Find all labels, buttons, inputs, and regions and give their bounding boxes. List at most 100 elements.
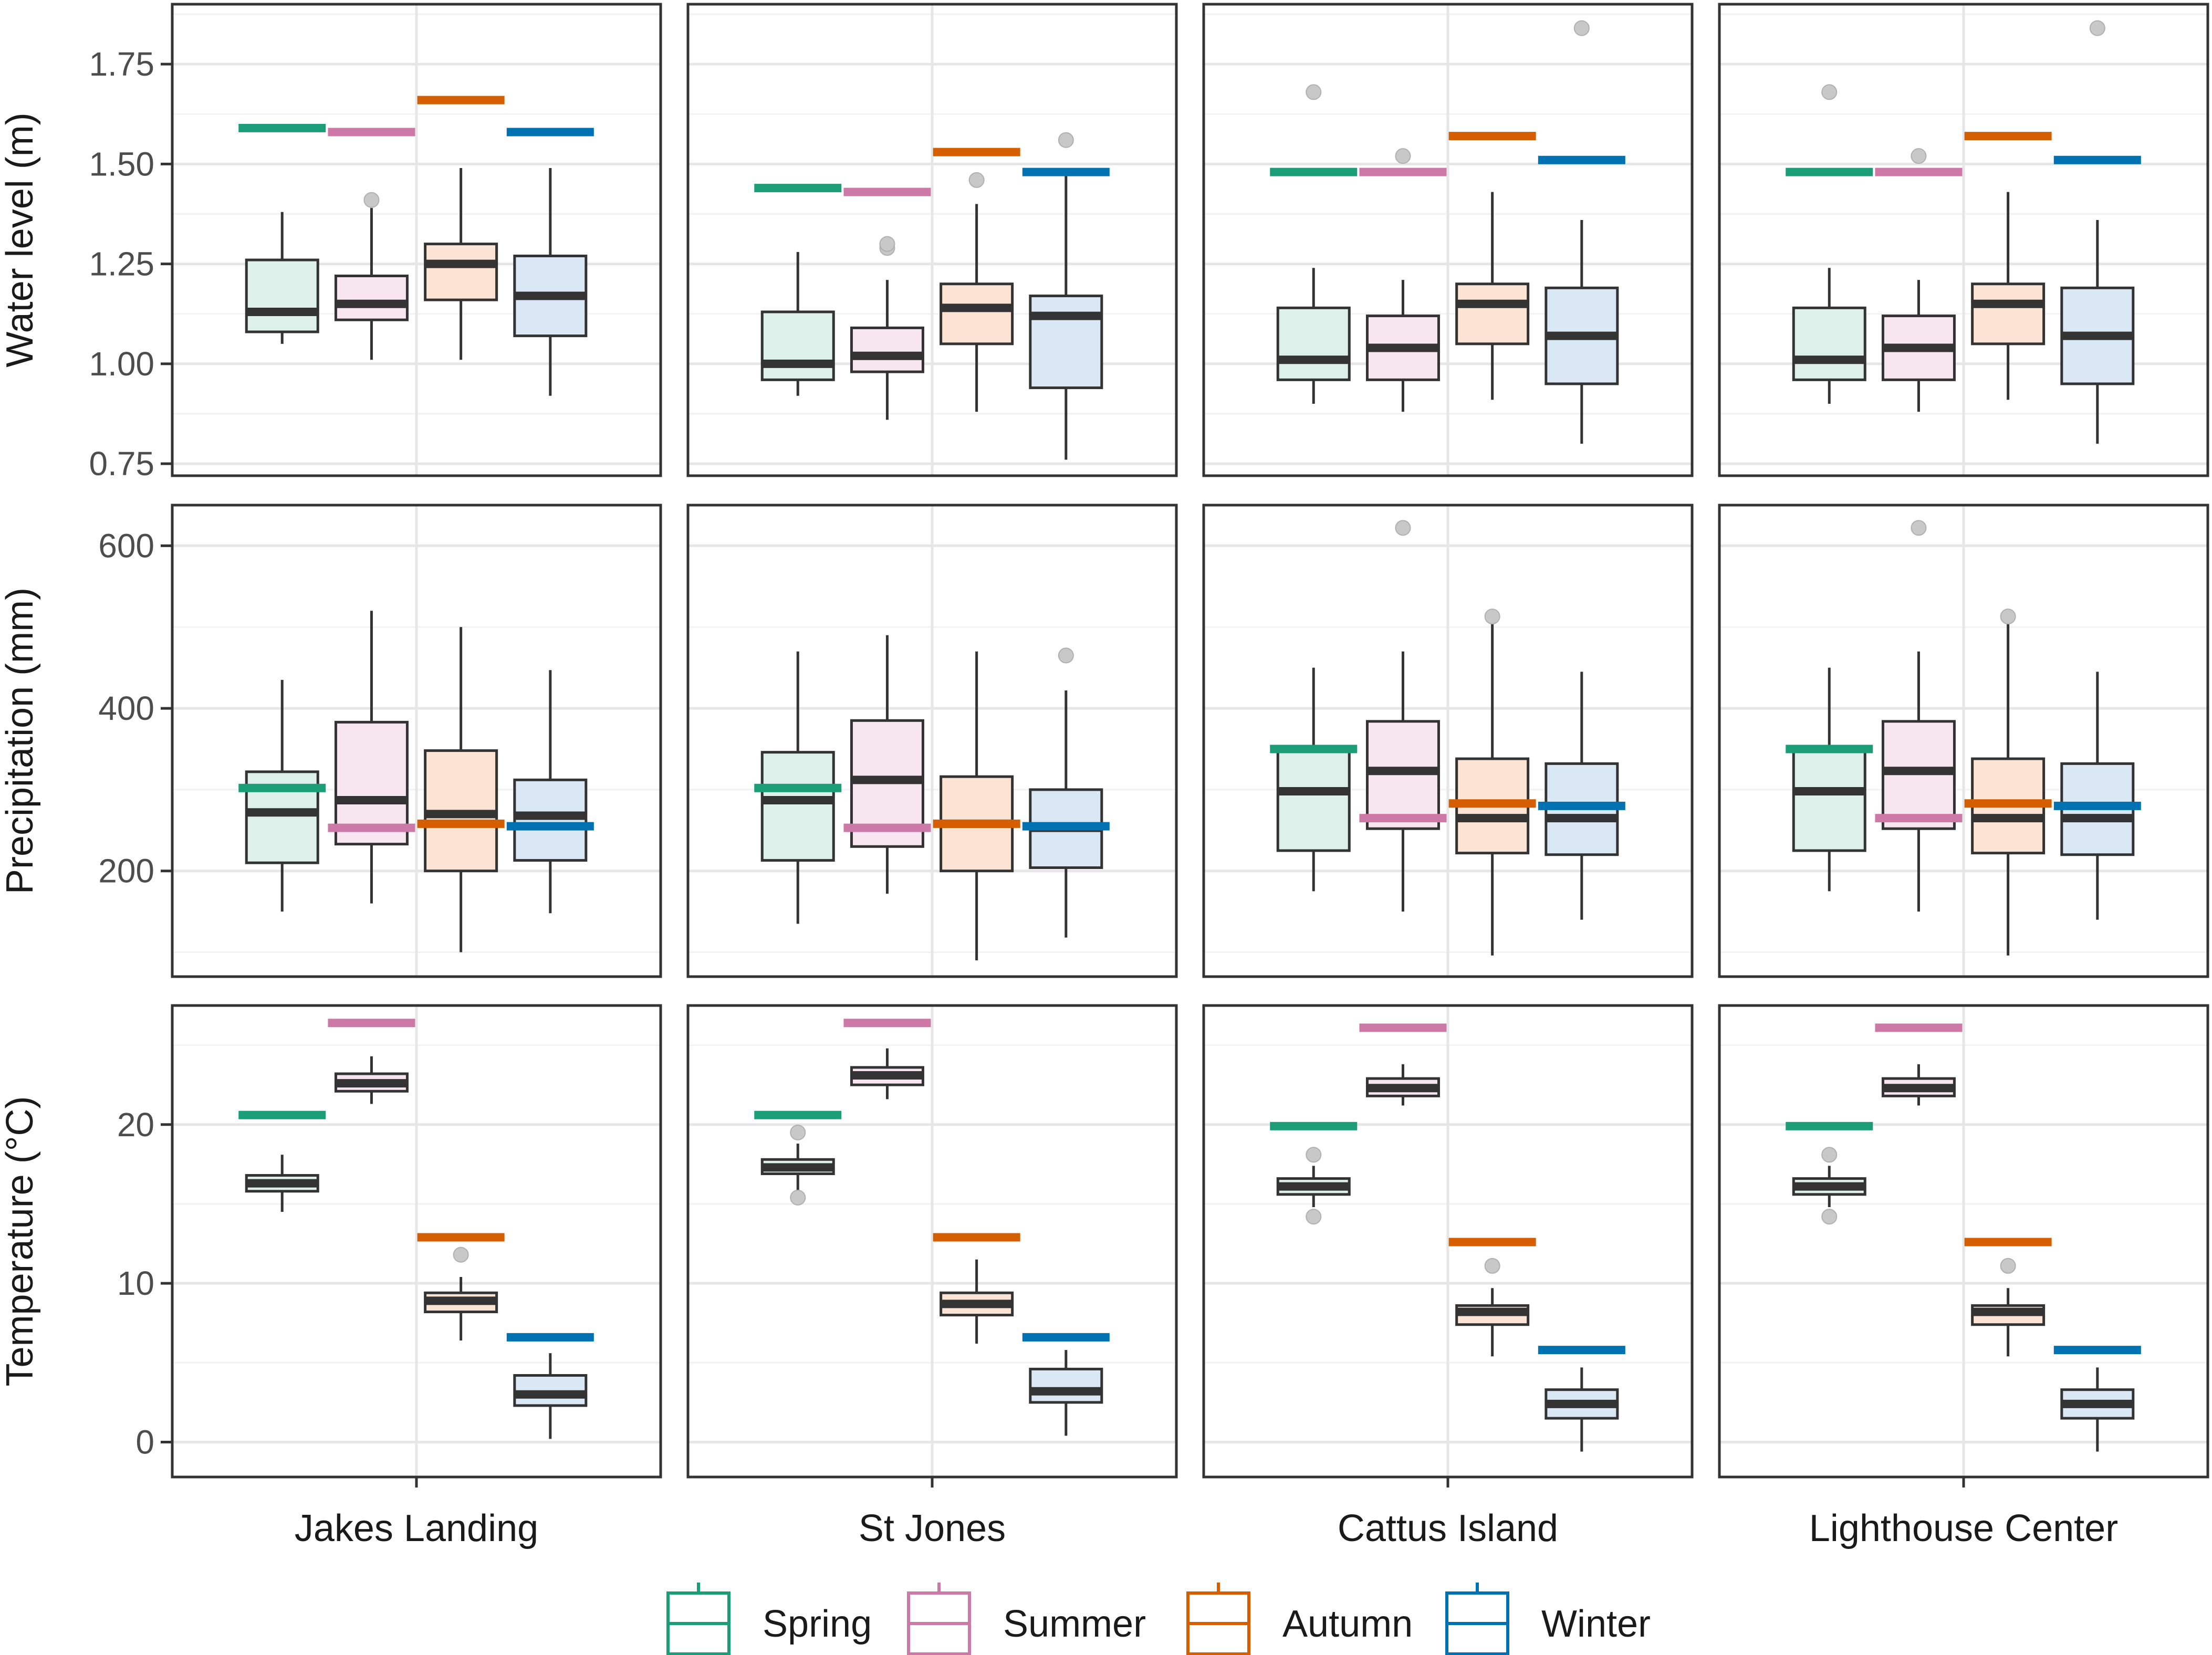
box-winter (1538, 672, 1625, 920)
panel-border (1718, 3, 2209, 477)
y-axis-title-precip: Precipitation (mm) (0, 588, 41, 894)
outlier-point-0 (453, 1247, 469, 1263)
panel-temp-st-jones (686, 1004, 1178, 1479)
panel-border (1202, 3, 1694, 477)
box-autumn (417, 96, 505, 360)
box-summer (1875, 520, 1963, 912)
box-autumn (1448, 1238, 1536, 1357)
y-tick-label-precip-2: 600 (98, 527, 154, 564)
outlier-point-0 (363, 192, 380, 208)
box-body (1276, 746, 1351, 852)
panel-water-st-jones (686, 3, 1178, 477)
panel-water-lighthouse-center (1718, 3, 2209, 477)
outlier-point-0 (1395, 520, 1411, 536)
y-tick-label-water-4: 1.75 (89, 45, 154, 83)
y-tick-label-precip-0: 200 (98, 852, 154, 890)
outlier-point-0 (1058, 647, 1074, 664)
box-spring (754, 184, 842, 396)
outlier-point-0 (1821, 1147, 1838, 1163)
box-body (940, 282, 1014, 345)
panel-border (171, 3, 662, 477)
legend-label-winter: Winter (1541, 1603, 1651, 1645)
panel-border (1718, 504, 2209, 978)
box-body (334, 274, 409, 321)
box-spring (1270, 1122, 1358, 1225)
box-winter (506, 1333, 594, 1439)
box-body (513, 778, 588, 862)
panel-temp-jakes-landing (171, 1004, 662, 1479)
box-autumn (933, 651, 1020, 961)
box-winter (1022, 1333, 1110, 1436)
box-autumn (1448, 609, 1536, 956)
outlier-point-0 (1573, 20, 1590, 36)
box-body (424, 243, 498, 301)
y-axis-title-water: Water level (m) (0, 112, 41, 367)
x-label-lighthouse-center: Lighthouse Center (1809, 1507, 2118, 1549)
y-tick-label-precip-1: 400 (98, 689, 154, 727)
x-label-jakes-landing: Jakes Landing (295, 1507, 538, 1549)
box-winter (2053, 672, 2141, 920)
y-tick-label-water-1: 1.00 (89, 345, 154, 383)
box-body (1029, 295, 1103, 390)
outlier-point-1 (1306, 1209, 1322, 1225)
panel-border (686, 3, 1178, 477)
box-winter (1538, 20, 1625, 444)
outlier-point-0 (1058, 132, 1074, 148)
outlier-point-0 (968, 172, 985, 188)
panel-temp-cattus-island (1202, 1004, 1694, 1479)
box-summer (328, 1019, 415, 1104)
box-spring (1786, 84, 1873, 404)
outlier-point-0 (1306, 1147, 1322, 1163)
outlier-point-0 (790, 1124, 806, 1140)
y-tick-label-temp-1: 10 (117, 1264, 154, 1302)
box-summer (843, 187, 931, 420)
outlier-point-0 (2000, 1258, 2016, 1274)
legend-label-autumn: Autumn (1282, 1603, 1413, 1645)
box-spring (754, 651, 842, 924)
box-autumn (1448, 132, 1536, 400)
plot-layer: Water level (m) 0.75 1.00 1.25 1.50 1.75 Preci… (0, 3, 2209, 1549)
box-winter (1022, 647, 1110, 938)
panel-border (171, 504, 662, 978)
outlier-point-1 (1821, 1209, 1838, 1225)
x-label-cattus-island: Cattus Island (1338, 1507, 1558, 1549)
box-spring (1270, 84, 1358, 404)
box-spring (238, 1111, 326, 1212)
outlier-point-1 (879, 236, 895, 252)
legend-key-summer (907, 1583, 971, 1655)
outlier-point-0 (1484, 1258, 1500, 1274)
box-body (760, 751, 835, 862)
box-spring (1786, 667, 1873, 892)
box-body (245, 258, 319, 333)
legend-label-summer: Summer (1003, 1603, 1146, 1645)
box-autumn (417, 627, 505, 952)
box-summer (328, 128, 415, 360)
panel-precip-cattus-island (1202, 504, 1694, 978)
box-summer (1359, 1023, 1447, 1106)
box-spring (238, 123, 326, 344)
box-autumn (1964, 609, 2052, 956)
box-autumn (417, 1233, 505, 1340)
panel-water-jakes-landing (171, 3, 662, 477)
box-winter (1022, 132, 1110, 460)
outlier-point-0 (1484, 609, 1500, 625)
outlier-point-0 (1911, 520, 1927, 536)
box-autumn (1964, 1238, 2052, 1357)
box-spring (238, 679, 326, 912)
box-body (1792, 746, 1866, 852)
box-autumn (933, 148, 1020, 412)
box-winter (2053, 1346, 2141, 1452)
panel-water-cattus-island (1202, 3, 1694, 477)
y-tick-label-temp-2: 20 (117, 1106, 154, 1144)
box-spring (1270, 667, 1358, 892)
legend: Spring Summer Autumn Winter (666, 1583, 1651, 1655)
box-body (1971, 282, 2046, 345)
box-summer (1875, 1023, 1963, 1106)
panel-border (686, 504, 1178, 978)
box-summer (1359, 148, 1447, 412)
outlier-point-0 (2089, 20, 2105, 36)
outlier-point-0 (1395, 148, 1411, 164)
y-tick-label-water-0: 0.75 (89, 445, 154, 483)
panel-precip-lighthouse-center (1718, 504, 2209, 978)
